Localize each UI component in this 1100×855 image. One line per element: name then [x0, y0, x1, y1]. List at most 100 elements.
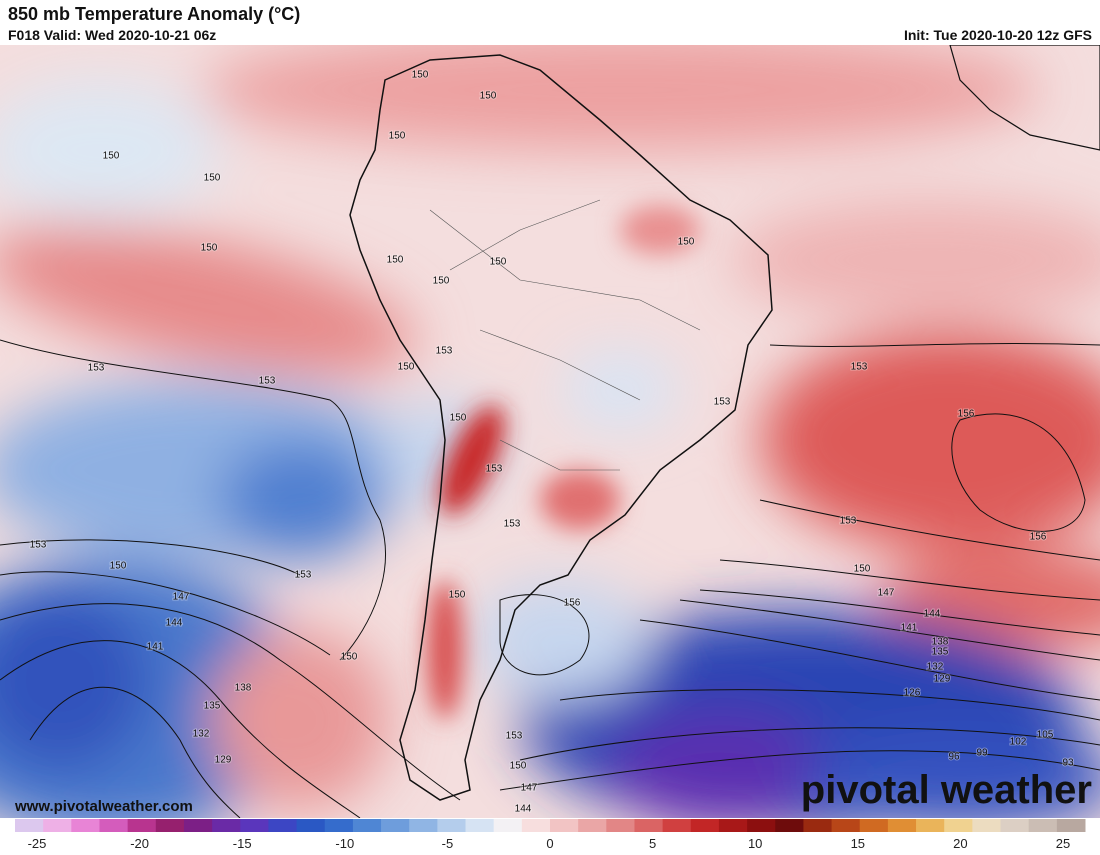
- contours: [0, 339, 1100, 818]
- contour-label: 150: [480, 91, 497, 102]
- colorbar-swatch: [606, 819, 635, 832]
- contour-label: 153: [88, 363, 105, 374]
- contour-label: 150: [398, 362, 415, 373]
- anomaly-detail: [427, 205, 700, 720]
- contour-label: 129: [934, 674, 951, 685]
- colorbar-swatch: [212, 819, 241, 832]
- colorbar-swatch: [465, 819, 495, 832]
- contour-label: 144: [166, 618, 183, 629]
- colorbar-tick-label: 5: [649, 836, 656, 850]
- contour-label: 156: [958, 409, 975, 420]
- contour-label: 150: [387, 255, 404, 266]
- colorbar-swatch: [521, 819, 551, 832]
- watermark: www.pivotalweather.com: [14, 798, 193, 815]
- colorbar-swatch: [972, 819, 1002, 832]
- contour-label: 153: [504, 519, 521, 530]
- contour-label: 150: [412, 70, 429, 81]
- contour-label: 153: [436, 346, 453, 357]
- colorbar-tick-label: 10: [748, 836, 762, 850]
- colorbar-swatch: [1028, 819, 1058, 832]
- anomaly-field: [0, 45, 1100, 818]
- contour-label: 153: [30, 540, 47, 551]
- contour-label: 147: [878, 588, 895, 599]
- colorbar-swatch: [240, 819, 269, 832]
- colorbar-tick-label: 0: [546, 836, 553, 850]
- contour-label: 93: [1062, 758, 1074, 769]
- contour-label: 150: [204, 173, 221, 184]
- colorbar-swatch: [183, 819, 213, 832]
- contour-label: 138: [932, 637, 949, 648]
- contour-label: 150: [449, 590, 466, 601]
- colorbar-tick-label: -25: [28, 836, 47, 850]
- contour-label: 153: [851, 362, 868, 373]
- init-time: Init: Tue 2020-10-20 12z GFS: [904, 27, 1092, 43]
- contour-label: 135: [204, 701, 221, 712]
- colorbar-swatch: [493, 819, 523, 832]
- colorbar-swatch: [1056, 819, 1086, 832]
- colorbar-swatch: [944, 819, 973, 832]
- header-bar: [0, 0, 1100, 45]
- contour-label: 102: [1010, 737, 1027, 748]
- colorbar-swatch: [634, 819, 664, 832]
- contour-label: 150: [389, 131, 406, 142]
- colorbar-swatch: [43, 819, 72, 832]
- colorbar-swatch: [324, 819, 354, 832]
- contour-label: 150: [510, 761, 527, 772]
- contour-label: 150: [678, 237, 695, 248]
- colorbar-swatch: [1000, 819, 1030, 832]
- contour-label: 129: [215, 755, 232, 766]
- continent-outline: [349, 54, 773, 801]
- contour-labels: 150 150 150 150 150 150 150 150 150 150 153 150 153 1…: [29, 69, 1075, 816]
- colorbar-swatch: [690, 819, 720, 832]
- colorbar-tick-label: -15: [233, 836, 252, 850]
- colorbar-swatch: [352, 819, 382, 832]
- contour-label: 153: [486, 464, 503, 475]
- contour-label: 126: [904, 688, 921, 699]
- contour-label: 150: [103, 151, 120, 162]
- contour-label: 150: [450, 413, 467, 424]
- colorbar-swatch: [15, 819, 44, 832]
- contour-label: 96: [948, 752, 960, 763]
- contour-label: 150: [854, 564, 871, 575]
- colorbar-swatch: [296, 819, 326, 832]
- contour-label: 153: [259, 376, 276, 387]
- contour-label: 147: [173, 592, 190, 603]
- contour-label: 99: [976, 748, 988, 759]
- colorbar-swatch: [662, 819, 692, 832]
- contour-label: 135: [932, 647, 949, 658]
- colorbar-swatch: [71, 819, 100, 832]
- contour-label: 141: [901, 623, 918, 634]
- colorbar-swatch: [747, 819, 776, 832]
- contour-label: 147: [521, 783, 538, 794]
- logo: pivotal weather: [801, 768, 1092, 812]
- colorbar: -25 -20 -15 -10 -5 0 5 10 15 20 25: [15, 819, 1086, 851]
- contour-label: 150: [433, 276, 450, 287]
- colorbar-swatch: [437, 819, 467, 832]
- contour-label: 138: [235, 683, 252, 694]
- contour-label: 132: [193, 729, 210, 740]
- colorbar-swatch: [803, 819, 833, 832]
- contour-label: 144: [924, 609, 941, 620]
- colorbar-swatch: [550, 819, 579, 832]
- colorbar-tick-label: 25: [1056, 836, 1070, 850]
- colorbar-swatch: [99, 819, 129, 832]
- colorbar-swatch: [916, 819, 945, 832]
- contour-label: 156: [564, 598, 581, 609]
- map-title: 850 mb Temperature Anomaly (°C): [8, 4, 300, 24]
- contour-label: 153: [506, 731, 523, 742]
- map-area: 150 150 150 150 150 150 150 150 150 150 153 150 153 1…: [0, 45, 1100, 818]
- contour-label: 150: [490, 257, 507, 268]
- colorbar-swatch: [578, 819, 607, 832]
- borders: [429, 199, 701, 471]
- colorbar-swatch: [775, 819, 804, 832]
- colorbar-swatch: [155, 819, 185, 832]
- contour-label: 150: [201, 243, 218, 254]
- colorbar-swatch: [831, 819, 861, 832]
- africa-outline: [949, 45, 1100, 151]
- colorbar-swatch: [859, 819, 889, 832]
- contour-label: 150: [341, 652, 358, 663]
- contour-label: 156: [1030, 532, 1047, 543]
- colorbar-tick-label: -10: [335, 836, 354, 850]
